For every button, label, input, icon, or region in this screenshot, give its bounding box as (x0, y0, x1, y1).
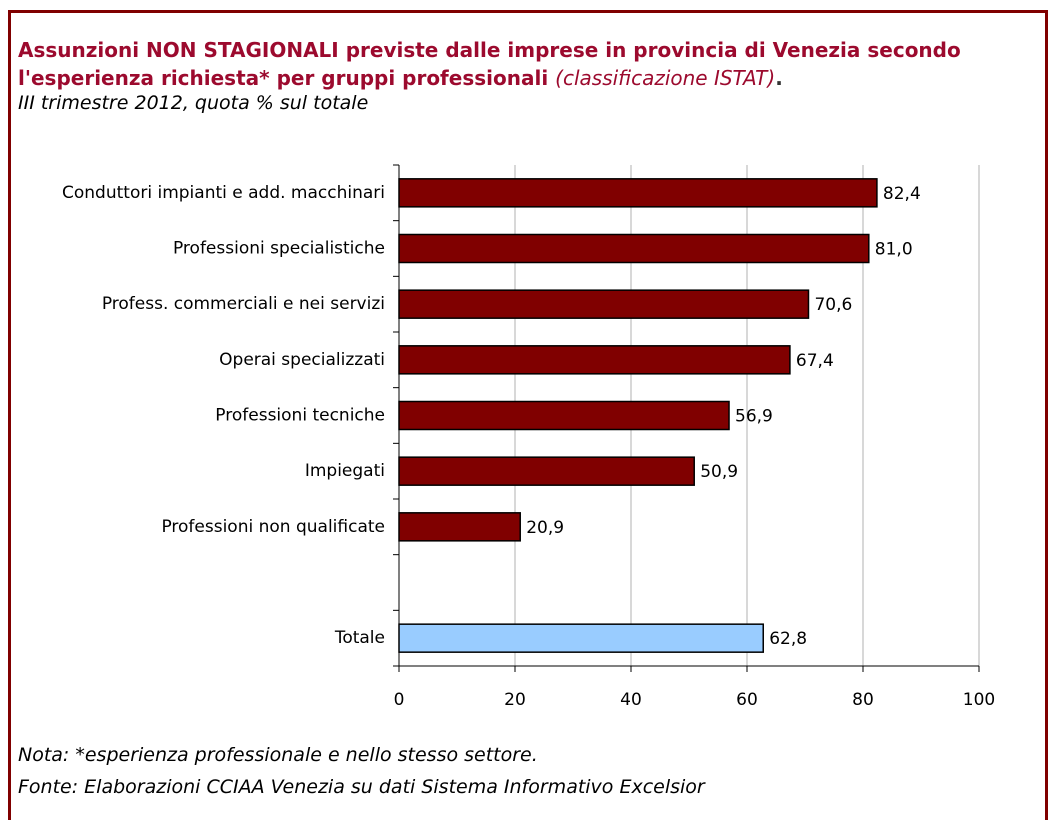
y-tick-label: Profess. commerciali e nei servizi (102, 294, 385, 314)
bar (398, 400, 730, 431)
title-end: . (775, 66, 783, 90)
y-tick-label: Conduttori impianti e add. macchinari (62, 183, 385, 203)
bar (398, 345, 791, 375)
chart-title-block: Assunzioni NON STAGIONALI previste dalle… (18, 36, 1048, 92)
bar (398, 456, 695, 486)
y-tick-label: Professioni specialistiche (173, 239, 385, 259)
y-tick-label: Professioni tecniche (215, 406, 385, 426)
x-tick-label: 0 (394, 690, 405, 710)
bar (398, 178, 878, 208)
x-tick-label: 40 (620, 690, 642, 710)
chart-title: Assunzioni NON STAGIONALI previste dalle… (18, 38, 961, 90)
bar (398, 289, 810, 319)
value-label: 56,9 (735, 407, 773, 427)
value-label: 70,6 (814, 295, 852, 315)
bar (398, 233, 870, 264)
y-tick-label: Totale (334, 628, 385, 648)
value-label: 81,0 (875, 240, 913, 260)
x-tick-label: 80 (852, 690, 874, 710)
y-tick-label: Impiegati (305, 461, 385, 481)
value-label: 62,8 (769, 629, 807, 649)
value-label: 67,4 (796, 351, 834, 371)
x-tick-label: 20 (504, 690, 526, 710)
bar (398, 623, 764, 653)
bar (398, 512, 521, 542)
note: Nota: *esperienza professionale e nello … (18, 744, 538, 766)
x-tick-label: 60 (736, 690, 758, 710)
y-tick-label: Professioni non qualificate (161, 517, 385, 537)
x-tick-label: 100 (963, 690, 995, 710)
subtitle: III trimestre 2012, quota % sul totale (18, 92, 369, 114)
value-label: 50,9 (700, 462, 738, 482)
title-note: (classificazione ISTAT) (555, 66, 776, 90)
y-tick-label: Operai specializzati (219, 350, 385, 370)
frame (8, 10, 1048, 820)
value-label: 20,9 (526, 518, 564, 538)
value-label: 82,4 (883, 184, 921, 204)
source: Fonte: Elaborazioni CCIAA Venezia su dat… (18, 776, 705, 798)
